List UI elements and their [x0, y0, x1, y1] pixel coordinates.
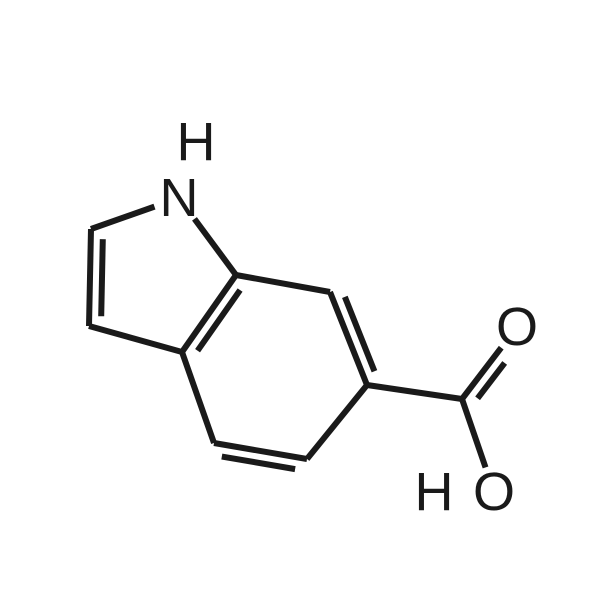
bond-single: [307, 385, 367, 459]
bond-double-inner: [222, 457, 295, 470]
bond-single: [236, 275, 330, 292]
bond-double-outer: [182, 275, 236, 352]
chemical-structure-diagram: NOOHH: [0, 0, 600, 600]
bond-double-inner: [101, 239, 103, 316]
bond-single: [91, 207, 154, 229]
atom-label-o: O: [496, 297, 538, 357]
atom-label-n: N: [160, 168, 199, 228]
atom-label-h: H: [177, 112, 216, 172]
bond-single: [89, 326, 182, 352]
bond-double-inner: [478, 363, 505, 398]
atom-label-o: O: [473, 462, 515, 522]
bond-single: [182, 352, 214, 443]
bond-single: [194, 219, 236, 275]
bond-double-outer: [89, 229, 91, 326]
bond-single: [462, 399, 486, 467]
bond-single: [367, 385, 462, 399]
atom-label-h: H: [415, 462, 454, 522]
